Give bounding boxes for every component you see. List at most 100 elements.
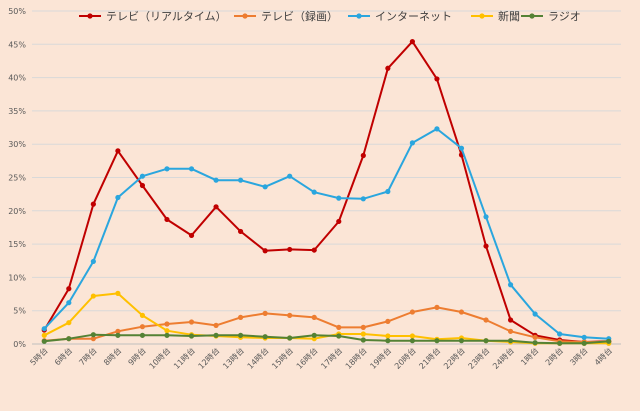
data-point — [66, 336, 72, 342]
y-tick-label: 0% — [13, 340, 26, 349]
data-point — [238, 314, 244, 320]
data-point — [532, 311, 538, 317]
data-point — [66, 300, 72, 306]
data-point — [139, 324, 146, 330]
y-tick-label: 25% — [8, 174, 26, 183]
legend-item: インターネット — [348, 10, 452, 23]
data-point — [557, 331, 563, 337]
legend-label: インターネット — [375, 10, 452, 23]
data-point — [507, 328, 514, 334]
data-point — [115, 332, 121, 338]
data-point — [213, 177, 219, 183]
data-point — [458, 309, 465, 315]
data-point — [213, 322, 219, 328]
data-point — [90, 258, 96, 265]
y-tick-label: 40% — [8, 74, 26, 83]
data-point — [188, 232, 195, 239]
data-point — [507, 317, 514, 323]
data-point — [409, 39, 415, 45]
data-point — [483, 317, 489, 323]
data-point — [360, 324, 366, 330]
data-point — [238, 177, 244, 183]
data-point — [360, 196, 366, 202]
legend-marker — [356, 13, 362, 19]
data-point — [507, 338, 514, 344]
data-point — [385, 333, 391, 339]
data-point — [213, 332, 219, 338]
data-point — [213, 204, 219, 210]
data-point — [115, 194, 121, 201]
legend-label: テレビ（リアルタイム） — [106, 10, 227, 23]
legend: テレビ（リアルタイム） テレビ（録画） インターネット 新聞 ラジオ — [79, 9, 581, 23]
data-point — [262, 334, 268, 340]
data-point — [385, 65, 391, 71]
data-point — [287, 312, 293, 318]
data-point — [336, 324, 342, 330]
legend-label: 新聞 — [498, 9, 520, 23]
data-point — [458, 145, 465, 151]
data-point — [238, 332, 244, 338]
legend-label: ラジオ — [548, 10, 581, 23]
data-point — [139, 332, 146, 338]
y-tick-label: 5% — [13, 307, 26, 316]
data-point — [164, 166, 170, 172]
data-point — [434, 304, 440, 310]
data-point — [336, 195, 342, 201]
data-point — [90, 201, 96, 207]
series-group-4 — [41, 332, 612, 346]
y-tick-label: 15% — [8, 240, 26, 249]
y-tick-label: 20% — [8, 207, 26, 216]
data-point — [262, 248, 268, 254]
data-point — [164, 321, 170, 327]
legend-marker — [479, 13, 485, 19]
data-point — [581, 340, 587, 346]
data-point — [139, 312, 146, 318]
data-point — [41, 332, 47, 338]
data-point — [115, 148, 121, 154]
y-tick-label: 35% — [8, 107, 26, 116]
data-point — [262, 184, 268, 190]
data-point — [360, 152, 366, 159]
legend-marker — [529, 13, 535, 19]
data-point — [90, 293, 96, 299]
data-point — [483, 214, 489, 220]
data-point — [311, 189, 317, 195]
legend-marker — [87, 13, 93, 19]
y-tick-label: 10% — [8, 273, 26, 282]
data-point — [262, 310, 268, 316]
legend-item: テレビ（録画） — [234, 9, 338, 23]
data-point — [409, 309, 415, 315]
data-point — [139, 173, 146, 179]
gridlines — [32, 10, 621, 345]
data-point — [458, 338, 465, 344]
data-point — [434, 76, 440, 82]
data-point — [115, 328, 121, 334]
data-point — [287, 246, 293, 253]
data-point — [385, 188, 391, 195]
data-point — [557, 340, 563, 346]
data-point — [409, 140, 415, 146]
data-point — [409, 338, 415, 344]
data-point — [311, 247, 317, 253]
y-axis-ticks: 0% 5% 10% 15% 20% 25% 30% 35% 40% 45% 50% — [8, 7, 26, 349]
data-point — [360, 337, 366, 343]
data-point — [409, 333, 415, 339]
data-point — [483, 243, 489, 249]
data-point — [188, 166, 195, 172]
legend-item: テレビ（リアルタイム） — [79, 10, 227, 23]
data-point — [90, 332, 96, 338]
data-point — [507, 282, 514, 288]
data-point — [139, 182, 146, 189]
data-point — [41, 326, 47, 332]
legend-marker — [242, 13, 248, 19]
data-point — [434, 338, 440, 344]
y-tick-label: 30% — [8, 140, 26, 149]
data-point — [532, 334, 538, 340]
legend-item: ラジオ — [521, 10, 581, 23]
data-point — [434, 126, 440, 132]
series-line — [44, 333, 609, 345]
data-point — [238, 228, 244, 235]
